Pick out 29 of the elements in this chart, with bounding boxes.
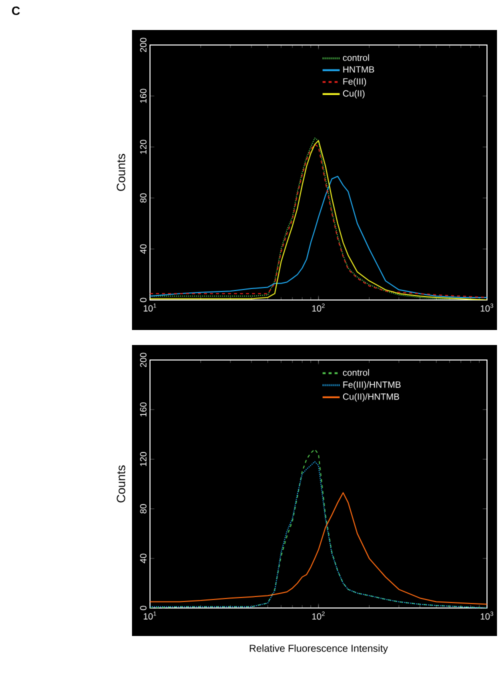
legend-label: Fe(III)/HNTMB xyxy=(343,381,401,390)
y-tick-label: 160 xyxy=(140,88,146,103)
y-tick-label: 40 xyxy=(140,554,146,564)
y-tick-label: 120 xyxy=(140,140,146,154)
y-tick-label: 200 xyxy=(140,352,146,368)
y-tick-label: 0 xyxy=(140,606,146,610)
y-tick-label: 0 xyxy=(140,298,146,302)
x-tick-label: 10$^{1}$ xyxy=(144,612,156,620)
y-axis-title: Counts xyxy=(116,154,126,191)
legend-label: HNTMB xyxy=(343,66,374,73)
y-axis-title: Counts xyxy=(116,465,126,502)
x-axis-title: Relative Fluorescence Intensity xyxy=(250,644,388,654)
legend-label: Cu(II)/HNTMB xyxy=(343,393,400,402)
legend-label: control xyxy=(342,54,369,61)
legend-label: control xyxy=(342,369,369,376)
y-tick-label: 120 xyxy=(140,452,146,466)
x-tick-label: 10$^{2}$ xyxy=(312,612,325,620)
x-tick-label: 10$^{3}$ xyxy=(480,304,494,312)
y-tick-label: 80 xyxy=(140,193,146,203)
text: C xyxy=(12,6,20,16)
x-tick-label: 10$^{2}$ xyxy=(312,304,325,312)
y-tick-label: 200 xyxy=(140,38,146,52)
x-tick-label: 10$^{1}$ xyxy=(144,304,156,312)
legend-label: Fe(III) xyxy=(343,78,366,86)
legend-label: Cu(II) xyxy=(343,90,365,98)
x-tick-label: 10$^{3}$ xyxy=(480,612,494,620)
y-tick-label: 160 xyxy=(140,402,146,416)
y-tick-label: 40 xyxy=(140,244,146,254)
y-tick-label: 80 xyxy=(140,504,146,514)
